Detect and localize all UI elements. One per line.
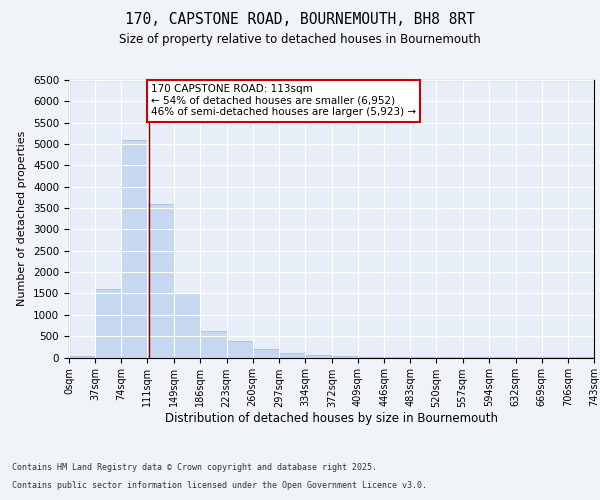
Bar xyxy=(305,355,331,358)
Text: 170, CAPSTONE ROAD, BOURNEMOUTH, BH8 8RT: 170, CAPSTONE ROAD, BOURNEMOUTH, BH8 8RT xyxy=(125,12,475,28)
Bar xyxy=(200,331,227,357)
Y-axis label: Number of detached properties: Number of detached properties xyxy=(17,131,28,306)
Bar xyxy=(332,356,358,358)
Text: Contains HM Land Registry data © Crown copyright and database right 2025.: Contains HM Land Registry data © Crown c… xyxy=(12,464,377,472)
Bar xyxy=(384,357,410,358)
Text: Size of property relative to detached houses in Bournemouth: Size of property relative to detached ho… xyxy=(119,32,481,46)
Bar xyxy=(148,204,173,358)
Bar xyxy=(227,341,253,357)
Bar xyxy=(121,140,148,358)
Bar xyxy=(253,349,279,358)
X-axis label: Distribution of detached houses by size in Bournemouth: Distribution of detached houses by size … xyxy=(165,412,498,426)
Text: Contains public sector information licensed under the Open Government Licence v3: Contains public sector information licen… xyxy=(12,481,427,490)
Bar xyxy=(95,289,121,358)
Bar xyxy=(69,356,95,358)
Bar xyxy=(358,356,384,358)
Bar xyxy=(174,294,200,358)
Text: 170 CAPSTONE ROAD: 113sqm
← 54% of detached houses are smaller (6,952)
46% of se: 170 CAPSTONE ROAD: 113sqm ← 54% of detac… xyxy=(151,84,416,117)
Bar xyxy=(279,353,305,358)
